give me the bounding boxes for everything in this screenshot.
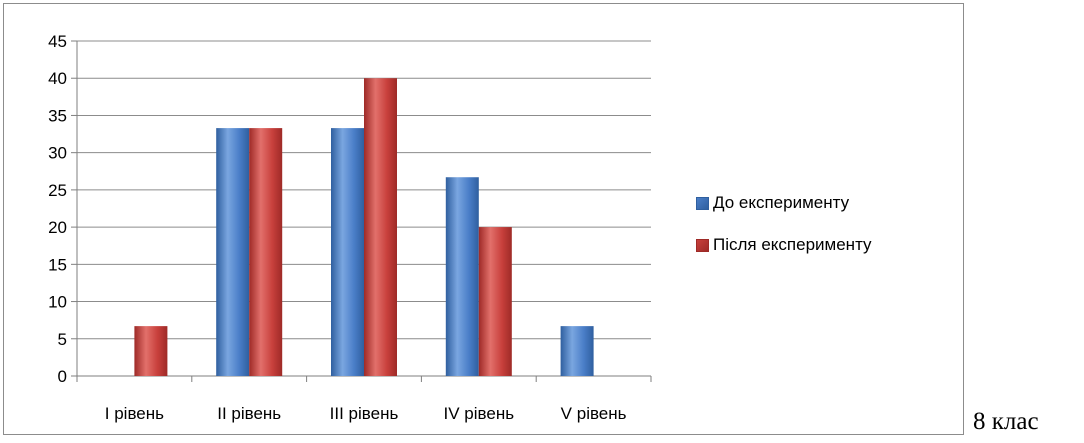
y-tick-label: 15 xyxy=(48,255,67,274)
bar-after-3 xyxy=(364,78,397,376)
y-tick-label: 25 xyxy=(48,181,67,200)
bar-chart: 0 5 10 15 20 25 30 35 40 45 I рівень II рівень III р… xyxy=(48,32,652,423)
x-tick-label: V рівень xyxy=(561,404,627,423)
bar-before-3 xyxy=(331,128,364,376)
class-caption: 8 клас xyxy=(973,408,1039,435)
x-tick-label: I рівень xyxy=(105,404,164,423)
y-tick-label: 20 xyxy=(48,218,67,237)
y-tick-label: 10 xyxy=(48,293,67,312)
bar-after-1 xyxy=(134,326,168,376)
y-tick-label: 45 xyxy=(48,32,67,51)
bar-before-4 xyxy=(445,177,479,376)
legend-item-after: Після експерименту xyxy=(696,234,872,256)
x-tick-label: II рівень xyxy=(217,404,281,423)
legend-label-before: До експерименту xyxy=(713,193,850,212)
y-tick-label: 30 xyxy=(48,144,67,163)
y-tick-label: 40 xyxy=(48,69,67,88)
y-tick-label: 35 xyxy=(48,106,67,125)
legend-item-before: До експерименту xyxy=(696,192,872,214)
legend-swatch-before xyxy=(696,196,709,210)
bar-after-2 xyxy=(249,128,283,376)
bar-before-2 xyxy=(216,128,250,376)
legend-swatch-after xyxy=(696,238,709,252)
y-tick-label: 5 xyxy=(58,330,67,349)
bar-after-4 xyxy=(478,227,512,376)
x-tick-label: IV рівень xyxy=(444,404,515,423)
chart-frame: 0 5 10 15 20 25 30 35 40 45 I рівень II рівень III р… xyxy=(3,3,964,435)
bar-before-5 xyxy=(560,326,594,376)
legend-label-after: Після експерименту xyxy=(713,235,872,254)
x-tick-label: III рівень xyxy=(330,404,399,423)
y-tick-label: 0 xyxy=(58,367,67,386)
legend: До експерименту Після експерименту xyxy=(696,192,872,276)
